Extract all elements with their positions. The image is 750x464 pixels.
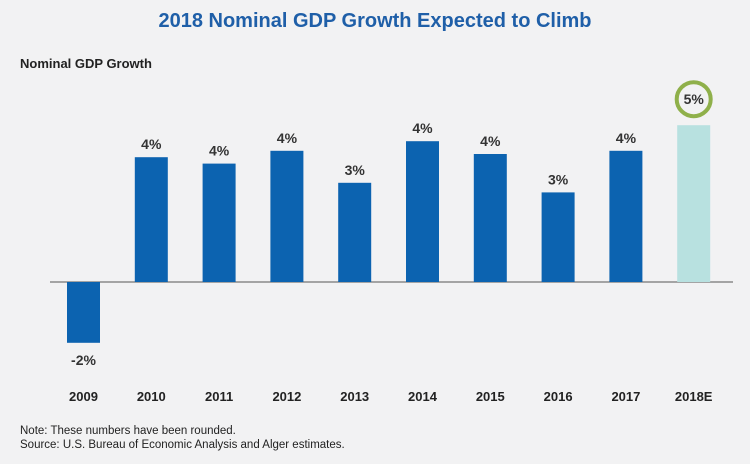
tick-label-2009: 2009: [69, 389, 98, 404]
bar-2009: [67, 282, 100, 343]
data-label-2015: 4%: [480, 133, 501, 149]
bar-2012: [270, 150, 304, 282]
tick-label-2011: 2011: [205, 389, 233, 404]
bar-2017: [609, 150, 643, 282]
y-axis-label: Nominal GDP Growth: [20, 56, 152, 71]
chart-notes: Note: These numbers have been rounded. S…: [20, 424, 345, 452]
tick-label-2014: 2014: [408, 389, 438, 404]
data-label-2017: 4%: [616, 130, 637, 146]
data-label-2012: 4%: [277, 130, 298, 146]
bar-2016: [541, 192, 575, 282]
data-label-2010: 4%: [141, 136, 162, 152]
bar-2015: [473, 154, 507, 282]
tick-label-2016: 2016: [544, 389, 573, 404]
note-line: Note: These numbers have been rounded.: [20, 425, 236, 437]
chart-title: 2018 Nominal GDP Growth Expected to Clim…: [158, 10, 592, 32]
tick-label-2013: 2013: [340, 389, 369, 404]
source-line: Source: U.S. Bureau of Economic Analysis…: [20, 439, 345, 451]
bar-2011: [202, 163, 236, 282]
bar-2014: [406, 141, 439, 282]
tick-label-2015: 2015: [476, 389, 505, 404]
data-label-2018E: 5%: [684, 91, 705, 107]
tick-label-2018E: 2018E: [675, 389, 713, 404]
data-label-2009: -2%: [71, 352, 96, 368]
bar-2018E: [677, 125, 711, 282]
tick-label-2010: 2010: [137, 389, 166, 404]
tick-label-2012: 2012: [272, 389, 301, 404]
data-label-2016: 3%: [548, 171, 569, 187]
data-label-2011: 4%: [209, 143, 230, 159]
highlight-ring: [674, 80, 713, 119]
data-label-2013: 3%: [345, 162, 366, 178]
bar-2013: [338, 182, 372, 282]
tick-label-2017: 2017: [611, 389, 640, 404]
data-label-2014: 4%: [412, 120, 433, 136]
bar-2010: [134, 157, 168, 282]
